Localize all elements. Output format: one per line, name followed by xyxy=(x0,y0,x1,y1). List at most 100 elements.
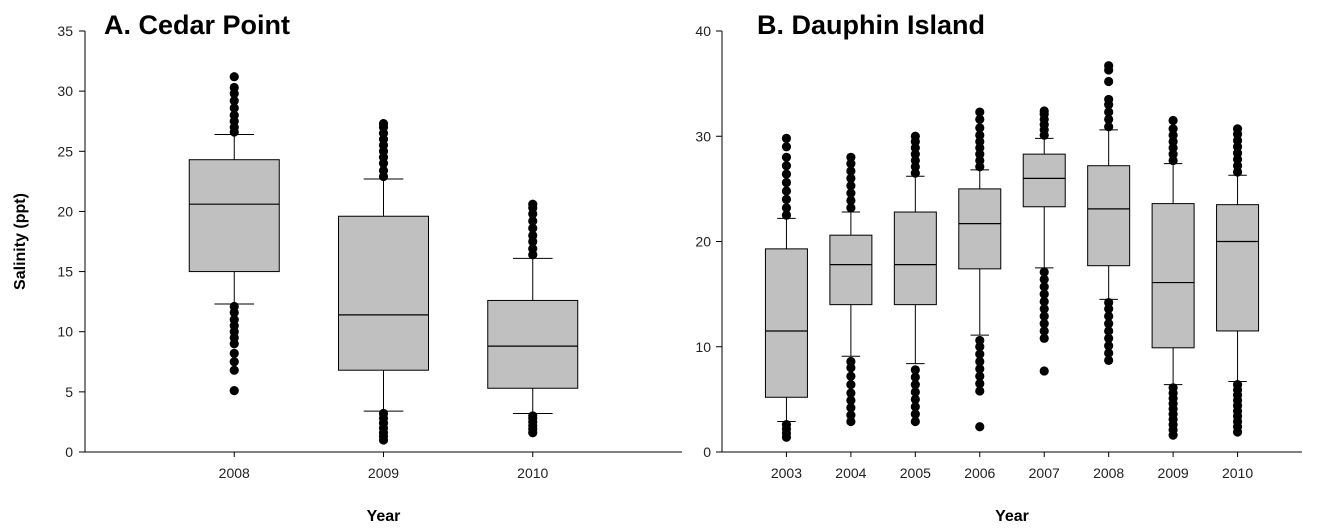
outlier-point xyxy=(910,168,920,178)
outlier-point xyxy=(1168,115,1178,126)
outlier-point xyxy=(1232,380,1243,390)
outlier-point xyxy=(975,422,985,432)
outlier-point xyxy=(1168,130,1178,140)
outlier-point xyxy=(229,103,239,113)
outlier-point xyxy=(1039,333,1049,343)
y-tick-label: 35 xyxy=(57,23,73,39)
outlier-point xyxy=(1039,311,1049,321)
outlier-point xyxy=(846,181,856,191)
y-tick-label: 10 xyxy=(695,339,711,355)
outlier-point xyxy=(1168,136,1178,147)
x-tick-label: 2010 xyxy=(517,465,548,481)
outlier-point xyxy=(528,411,538,421)
outlier-point xyxy=(846,388,856,398)
outlier-point xyxy=(229,365,239,375)
outlier-point xyxy=(1039,304,1049,314)
outlier-point xyxy=(1168,155,1178,166)
outlier-point xyxy=(378,165,389,176)
y-axis-label: Salinity (ppt) xyxy=(12,193,29,290)
y-tick-label: 25 xyxy=(57,143,73,159)
panel-title: B. Dauphin Island xyxy=(757,10,985,40)
outlier-point xyxy=(781,133,792,143)
outlier-point xyxy=(781,420,792,430)
outlier-point xyxy=(1168,124,1178,134)
outlier-point xyxy=(781,152,792,162)
outlier-point xyxy=(1039,326,1049,336)
outlier-point xyxy=(1232,142,1243,152)
y-tick-label: 40 xyxy=(695,23,711,39)
outlier-point xyxy=(846,173,856,183)
outlier-point xyxy=(1039,267,1049,277)
outlier-point xyxy=(1104,297,1114,308)
outlier-point xyxy=(975,162,985,172)
outlier-point xyxy=(975,356,985,367)
box-iqr xyxy=(487,299,579,389)
outlier-point xyxy=(910,365,920,375)
box-iqr xyxy=(1087,165,1131,267)
y-tick-label: 20 xyxy=(695,234,711,250)
outlier-point xyxy=(910,402,920,412)
outlier-point xyxy=(1168,383,1178,393)
outlier-point xyxy=(229,72,239,82)
outlier-point xyxy=(1232,167,1243,177)
box-2004 xyxy=(829,152,873,427)
outlier-point xyxy=(910,409,920,419)
outlier-point xyxy=(229,110,239,120)
x-axis-label: Year xyxy=(995,508,1029,524)
outlier-point xyxy=(846,166,856,176)
outlier-point xyxy=(1039,274,1049,284)
x-tick-label: 2009 xyxy=(1158,465,1189,481)
box-iqr xyxy=(958,188,1002,270)
outlier-point xyxy=(975,123,985,133)
x-axis-label: Year xyxy=(367,508,401,524)
panel-b: 0 10 20 30 40 2003 2004 2005 2006 2007 2008 2009 201… xyxy=(695,10,1302,525)
outlier-point xyxy=(846,195,856,206)
box-iqr xyxy=(1216,204,1260,332)
outlier-point xyxy=(975,155,985,166)
y-tick-label: 0 xyxy=(65,444,73,460)
outlier-point xyxy=(910,149,920,159)
outlier-point xyxy=(1232,148,1243,158)
outlier-point xyxy=(378,408,389,419)
box-2005 xyxy=(893,131,937,427)
y-tick-label: 10 xyxy=(57,324,73,340)
outlier-point xyxy=(229,348,239,358)
outlier-point xyxy=(229,82,239,93)
box-2008 xyxy=(188,72,280,396)
outlier-point xyxy=(1104,76,1114,87)
outlier-point xyxy=(1104,61,1114,71)
box-iqr xyxy=(1022,153,1066,208)
y-tick-label: 0 xyxy=(703,444,711,460)
outlier-point xyxy=(528,244,538,254)
box-2010 xyxy=(487,199,579,438)
outlier-point xyxy=(1232,124,1243,134)
outlier-point xyxy=(1039,296,1049,307)
y-tick-label: 15 xyxy=(57,264,73,280)
box-iqr xyxy=(338,215,429,371)
panel-title: A. Cedar Point xyxy=(104,10,290,40)
outlier-point xyxy=(975,378,985,389)
x-tick-label: 2009 xyxy=(368,465,399,481)
outlier-point xyxy=(1039,289,1049,299)
outlier-point xyxy=(975,149,985,159)
box-2006 xyxy=(958,107,1002,432)
outlier-point xyxy=(975,130,985,140)
box-iqr xyxy=(893,211,937,306)
outlier-point xyxy=(975,107,985,117)
box-2003 xyxy=(764,133,808,442)
outlier-point xyxy=(1039,282,1049,292)
outlier-point xyxy=(910,416,920,427)
box-2008 xyxy=(1087,61,1131,366)
outlier-point xyxy=(910,387,920,397)
outlier-point xyxy=(528,216,538,226)
outlier-point xyxy=(1232,154,1243,165)
outlier-point xyxy=(846,188,856,198)
x-tick-label: 2006 xyxy=(964,465,995,481)
outlier-point xyxy=(910,143,920,153)
outlier-point xyxy=(1104,122,1114,132)
outlier-point xyxy=(846,356,856,367)
outlier-point xyxy=(1104,341,1114,351)
y-tick-label: 30 xyxy=(695,128,711,144)
outlier-point xyxy=(378,119,389,129)
